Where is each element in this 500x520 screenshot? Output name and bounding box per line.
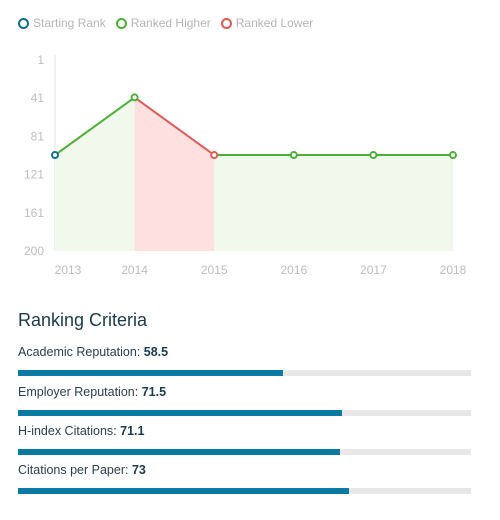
rank-line-chart: 1 41 81 121 161 200 2013 2014 2015 2016 2017 2018 xyxy=(24,53,467,277)
chart-legend: Starting Rank Ranked Higher Ranked Lower xyxy=(18,14,323,32)
x-tick-label: 2015 xyxy=(201,263,228,277)
criterion-label: Citations per Paper: xyxy=(18,463,129,477)
criterion-label: H-index Citations: xyxy=(18,424,117,438)
area-segment xyxy=(293,155,374,251)
criterion-bar-fill xyxy=(18,410,342,416)
ranked-higher-marker-icon xyxy=(115,17,127,29)
y-tick-label: 121 xyxy=(24,168,44,182)
criterion-value: 71.5 xyxy=(141,385,167,399)
data-point xyxy=(369,151,378,160)
data-point xyxy=(51,151,59,160)
criterion-label: Academic Reputation: xyxy=(18,345,141,359)
criterion-bar-track xyxy=(18,488,471,494)
criterion-bar-fill xyxy=(18,449,341,455)
x-tick-label: 2014 xyxy=(121,263,148,277)
x-tick-label: 2018 xyxy=(440,263,467,277)
area-segment xyxy=(55,97,135,251)
area-segment xyxy=(373,155,453,251)
data-point xyxy=(449,151,457,160)
criterion-bar-track xyxy=(18,370,471,376)
y-tick-label: 200 xyxy=(24,244,44,258)
ranking-criteria-title: Ranking Criteria xyxy=(18,310,148,330)
criterion-bar-track xyxy=(18,410,471,416)
starting-rank-marker-icon xyxy=(18,17,29,29)
data-point xyxy=(210,151,219,160)
legend-label: Ranked Lower xyxy=(235,16,314,30)
y-tick-label: 1 xyxy=(37,53,44,67)
criterion-bar-fill xyxy=(18,488,349,494)
legend-label: Ranked Higher xyxy=(130,16,211,30)
ranked-lower-marker-icon xyxy=(220,17,232,29)
criterion-value: 58.5 xyxy=(143,345,169,359)
legend-item-ranked-lower[interactable]: Ranked Lower xyxy=(220,16,314,30)
legend-label: Starting Rank xyxy=(33,16,106,30)
criterion-employer-reputation: Employer Reputation: 71.5 xyxy=(18,383,471,416)
x-tick-label: 2013 xyxy=(55,263,82,277)
criterion-academic-reputation: Academic Reputation: 58.5 xyxy=(18,343,471,376)
y-tick-label: 81 xyxy=(31,129,45,143)
line-segment xyxy=(54,96,136,156)
criterion-bar-track xyxy=(18,449,471,455)
y-tick-label: 161 xyxy=(24,206,44,220)
x-tick-label: 2016 xyxy=(280,263,307,277)
criterion-h-index-citations: H-index Citations: 71.1 xyxy=(18,422,471,455)
y-tick-label: 41 xyxy=(31,91,45,105)
criterion-label: Employer Reputation: xyxy=(18,385,139,399)
data-point xyxy=(289,151,298,160)
area-segment xyxy=(214,155,294,251)
x-tick-label: 2017 xyxy=(360,263,387,277)
legend-item-starting-rank[interactable]: Starting Rank xyxy=(18,16,106,30)
criterion-citations-per-paper: Citations per Paper: 73 xyxy=(18,461,471,494)
criterion-value: 71.1 xyxy=(120,424,145,438)
area-segment xyxy=(134,97,215,251)
data-point xyxy=(130,93,139,102)
criterion-value: 73 xyxy=(131,463,146,477)
line-segment xyxy=(134,96,215,156)
criterion-bar-fill xyxy=(18,370,283,376)
legend-item-ranked-higher[interactable]: Ranked Higher xyxy=(115,16,211,30)
